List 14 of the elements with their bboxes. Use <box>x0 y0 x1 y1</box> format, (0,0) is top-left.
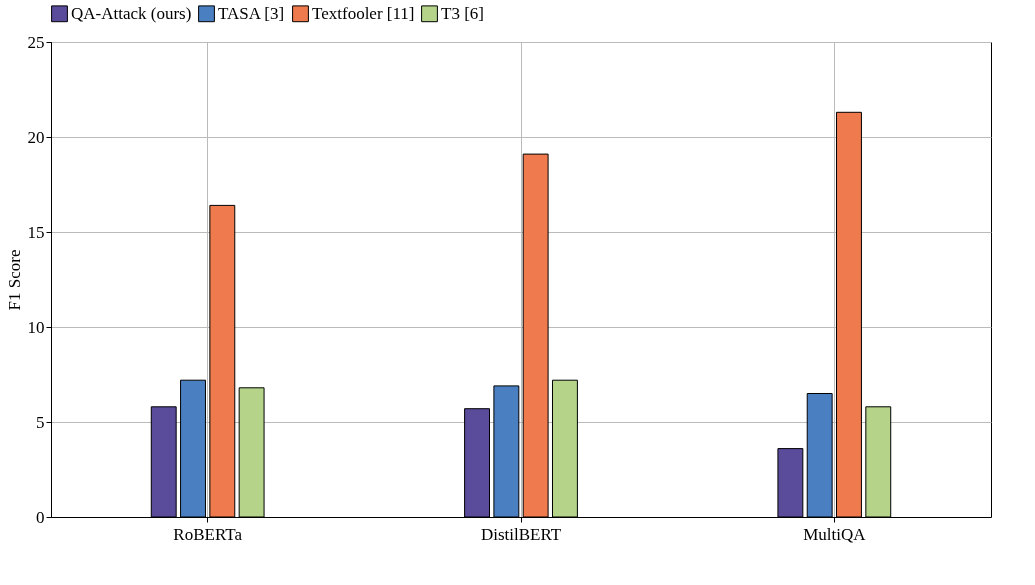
y-tick-label: 25 <box>27 32 45 52</box>
y-tick-label: 10 <box>27 317 45 337</box>
y-tick-label: 20 <box>27 127 45 147</box>
y-tick-label: 0 <box>36 507 45 527</box>
legend-label: TASA [3] <box>218 3 285 23</box>
x-tick-label: DistilBERT <box>480 524 562 544</box>
x-tick-label: RoBERTa <box>173 524 243 544</box>
y-tick-label: 5 <box>36 412 45 432</box>
legend-label: Textfooler [11] <box>312 3 415 23</box>
y-axis-title: F1 Score <box>4 249 24 311</box>
legend-label: QA-Attack (ours) <box>71 3 192 23</box>
y-tick-label: 15 <box>27 222 45 242</box>
x-tick-label: MultiQA <box>803 524 867 544</box>
legend-label: T3 [6] <box>441 3 484 23</box>
